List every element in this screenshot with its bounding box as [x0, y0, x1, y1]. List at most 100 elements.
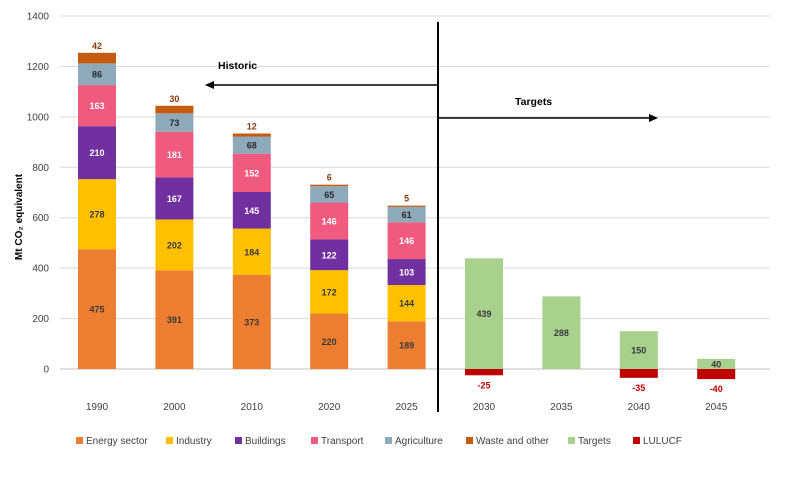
bar-segment — [232, 228, 271, 275]
targets-annotation: Targets — [439, 96, 658, 122]
data-label: 103 — [399, 268, 414, 278]
legend-item: Agriculture — [385, 436, 443, 447]
bar-segment — [310, 202, 349, 240]
y-tick-label: 200 — [32, 314, 49, 325]
axes: 0 200 400 600 800 1000 1200 1400 1990 2000 2010 202… — [27, 12, 728, 414]
bar-segment — [155, 177, 194, 220]
legend-label: Buildings — [245, 436, 286, 447]
bar-segment — [387, 206, 426, 223]
bar-segment — [619, 331, 658, 369]
bar-segment — [232, 191, 271, 229]
y-tick-label: 600 — [32, 213, 49, 224]
legend-swatch — [568, 437, 575, 444]
x-tick-label: 2010 — [241, 402, 264, 413]
data-label: 278 — [89, 210, 104, 220]
data-label: 61 — [402, 210, 412, 220]
data-label: 181 — [167, 150, 182, 160]
legend-label: Agriculture — [395, 436, 443, 447]
legend-item: Energy sector — [76, 436, 148, 447]
y-axis-label: Mt CO₂ equivalent — [14, 173, 25, 260]
data-label: -35 — [632, 383, 645, 393]
y-tick-label: 800 — [32, 163, 49, 174]
bar-segment — [619, 369, 658, 378]
targets-label: Targets — [515, 96, 552, 108]
bars — [78, 52, 736, 380]
data-label: 220 — [322, 337, 337, 347]
legend: Energy sector Industry Buildings Transport A… — [76, 436, 682, 447]
bar-segment — [155, 131, 194, 178]
bar-segment — [78, 52, 116, 64]
bar-segment — [542, 296, 581, 369]
x-tick-label: 2000 — [163, 402, 186, 413]
bar-segment — [78, 179, 116, 250]
historic-label: Historic — [218, 60, 257, 72]
bar-segment — [232, 153, 271, 192]
data-label: 373 — [244, 317, 259, 327]
bar-segment — [78, 126, 116, 180]
data-label: 12 — [247, 121, 257, 131]
bar-segment — [155, 113, 194, 132]
legend-item: Buildings — [235, 436, 286, 447]
data-label: 172 — [322, 287, 337, 297]
data-label: 210 — [89, 148, 104, 158]
bar-segment — [310, 270, 349, 314]
data-label: 42 — [92, 41, 102, 51]
bar-segment — [78, 63, 116, 86]
bar-segment — [387, 285, 426, 322]
y-tick-label: 400 — [32, 264, 49, 275]
legend-swatch — [385, 437, 392, 444]
data-labels: 475 278 210 163 86 42 391 202 167 181 73 30 373 184 14… — [89, 41, 722, 394]
data-label: 146 — [399, 236, 414, 246]
bar-segment — [465, 369, 503, 376]
data-label: 202 — [167, 240, 182, 250]
legend-swatch — [235, 437, 242, 444]
historic-arrowhead — [205, 81, 214, 89]
x-tick-label: 1990 — [86, 402, 109, 413]
y-tick-label: 1200 — [27, 62, 50, 73]
data-label: 86 — [92, 70, 102, 80]
bar-segment — [310, 186, 349, 203]
y-tick-label: 0 — [43, 365, 49, 376]
data-label: 184 — [244, 247, 259, 257]
legend-item: LULUCF — [633, 436, 682, 447]
bar-segment — [78, 85, 116, 127]
data-label: 145 — [244, 206, 259, 216]
data-label: 391 — [167, 315, 182, 325]
data-label: 439 — [476, 309, 491, 319]
data-label: 150 — [631, 346, 646, 356]
bar-segment — [155, 105, 194, 114]
data-label: 475 — [89, 305, 104, 315]
legend-label: Waste and other — [476, 436, 550, 447]
y-tick-label: 1000 — [27, 112, 50, 123]
legend-label: LULUCF — [643, 436, 682, 447]
data-label: 288 — [554, 328, 569, 338]
legend-item: Industry — [166, 436, 212, 447]
bar-segment — [387, 259, 426, 286]
x-tick-label: 2045 — [705, 402, 728, 413]
bar-segment — [697, 358, 736, 369]
targets-arrowhead — [649, 114, 658, 122]
legend-item: Waste and other — [466, 436, 550, 447]
bar-segment — [232, 136, 271, 154]
data-label: 122 — [322, 250, 337, 260]
bar-segment — [465, 258, 503, 369]
data-label: -40 — [710, 384, 723, 394]
legend-label: Energy sector — [86, 436, 148, 447]
data-label: 73 — [169, 118, 179, 128]
legend-swatch — [76, 437, 83, 444]
x-tick-label: 2025 — [395, 402, 418, 413]
data-label: -25 — [477, 380, 490, 390]
data-label: 40 — [711, 359, 721, 369]
bar-segment — [155, 219, 194, 271]
legend-swatch — [166, 437, 173, 444]
bar-segment — [387, 205, 426, 207]
legend-label: Targets — [578, 436, 611, 447]
bar-segment — [310, 313, 349, 369]
y-tick-label: 1400 — [27, 12, 50, 23]
bar-segment — [155, 270, 194, 369]
data-label: 30 — [169, 94, 179, 104]
x-tick-label: 2030 — [473, 402, 496, 413]
data-label: 5 — [404, 194, 409, 204]
